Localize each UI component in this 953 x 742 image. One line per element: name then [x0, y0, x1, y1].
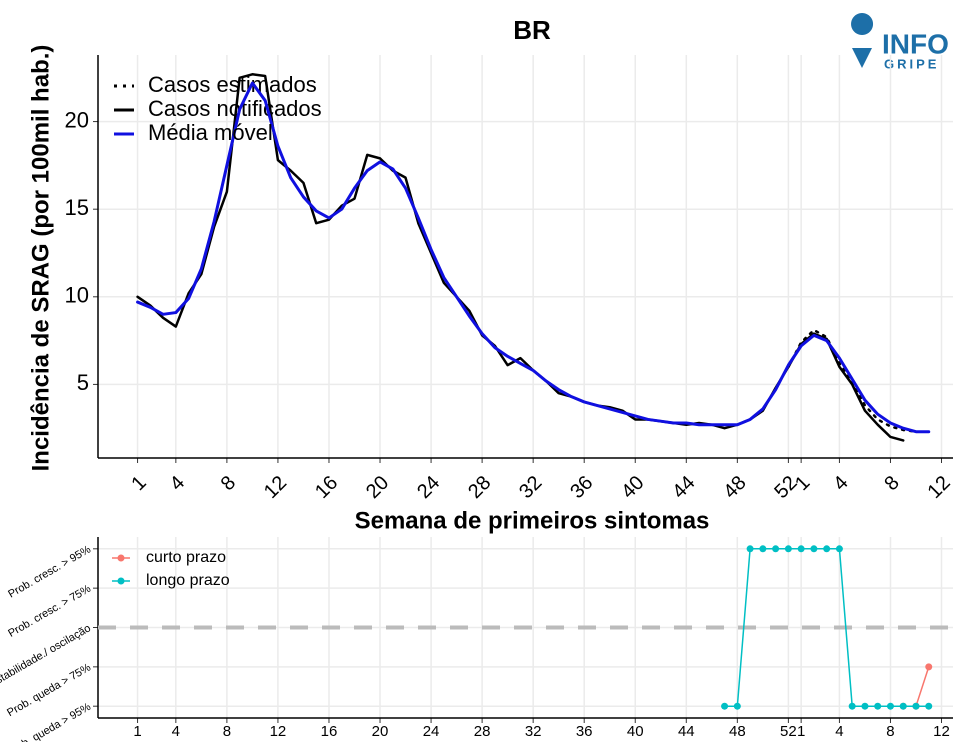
x-tick-label: 4	[172, 723, 180, 740]
x-tick-label: 16	[321, 723, 338, 740]
x-tick-label: 1	[797, 723, 805, 740]
probability-point	[848, 702, 856, 710]
y-tick-label: 20	[65, 107, 89, 132]
x-axis-label: Semana de primeiros sintomas	[355, 507, 710, 534]
x-tick-label: 28	[474, 723, 491, 740]
probability-point	[797, 545, 805, 553]
x-tick-label: 12	[270, 723, 287, 740]
probability-point	[772, 545, 780, 553]
probability-point	[759, 545, 767, 553]
probability-point	[899, 702, 907, 710]
x-tick-label: 32	[525, 723, 542, 740]
probability-point	[886, 702, 894, 710]
y-tick-label: 5	[77, 370, 89, 395]
legend-label: Média móvel	[148, 120, 273, 145]
x-tick-label: 48	[729, 723, 746, 740]
y-tick-label: 10	[65, 283, 89, 308]
logo-text: INFO	[882, 28, 949, 59]
probability-point	[733, 702, 741, 710]
logo: INFO GRIPE	[851, 13, 949, 71]
x-tick-label: 4	[835, 723, 843, 740]
probability-point	[835, 545, 843, 553]
x-tick-label: 12	[933, 723, 950, 740]
logo-pin-tip	[852, 48, 872, 68]
probability-point	[784, 545, 792, 553]
logo-subtext: GRIPE	[884, 56, 939, 71]
x-tick-label: 52	[780, 723, 797, 740]
legend-key-dot	[117, 554, 125, 562]
probability-point	[861, 702, 869, 710]
legend-label: Casos estimados	[148, 72, 317, 97]
series-line	[787, 328, 930, 433]
x-tick-label: 1	[133, 723, 141, 740]
probability-point	[925, 663, 933, 671]
x-tick-label: 20	[372, 723, 389, 740]
logo-pin	[851, 13, 874, 36]
y-tick-label: 15	[65, 195, 89, 220]
probability-point	[874, 702, 882, 710]
x-tick-label: 40	[627, 723, 644, 740]
legend-label: longo prazo	[146, 572, 230, 589]
y-axis-label: Incidência de SRAG (por 100mil hab.)	[27, 45, 54, 472]
probability-point	[721, 702, 729, 710]
probability-point	[912, 702, 920, 710]
legend-label: Casos notificados	[148, 96, 322, 121]
probability-point	[746, 545, 754, 553]
x-tick-label: 8	[223, 723, 231, 740]
x-tick-label: 8	[886, 723, 894, 740]
x-tick-label: 36	[576, 723, 593, 740]
legend-label: curto prazo	[146, 549, 226, 566]
x-tick-label: 24	[423, 723, 440, 740]
probability-point	[925, 702, 933, 710]
x-tick-label: 44	[678, 723, 695, 740]
probability-point	[810, 545, 818, 553]
legend-key-dot	[117, 577, 125, 585]
series-line	[136, 81, 931, 434]
chart-title: BR	[513, 15, 551, 45]
probability-point	[823, 545, 831, 553]
